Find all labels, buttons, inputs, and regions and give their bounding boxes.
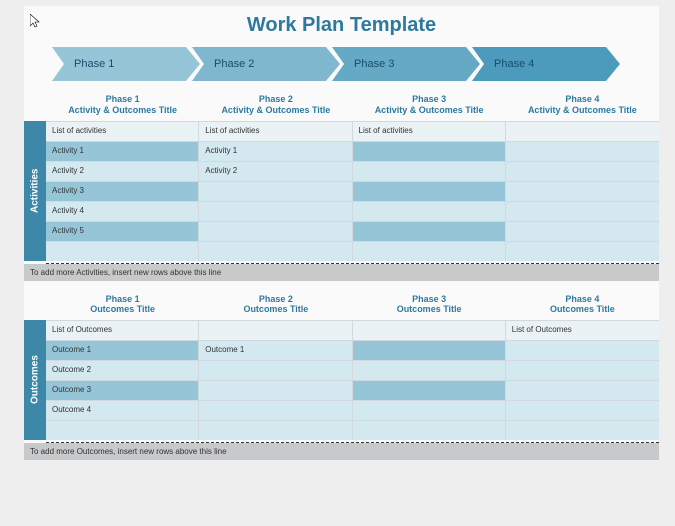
table-cell — [199, 221, 352, 241]
col-header: Phase 2Activity & Outcomes Title — [199, 91, 352, 121]
chevron-phase-1: Phase 1 — [52, 47, 200, 81]
outcomes-vtab: Outcomes — [24, 320, 46, 440]
table-cell: List of activities — [46, 121, 199, 141]
table-cell — [46, 241, 199, 261]
chevron-label: Phase 1 — [74, 58, 114, 70]
table-cell — [199, 201, 352, 221]
table-cell — [353, 141, 506, 161]
outcomes-footer: To add more Outcomes, insert new rows ab… — [24, 443, 659, 460]
table-cell — [199, 241, 352, 261]
table-cell — [506, 181, 659, 201]
table-cell — [506, 141, 659, 161]
table-cell: Outcome 3 — [46, 380, 199, 400]
phase-chevrons: Phase 1 Phase 2 Phase 3 Phase 4 — [52, 47, 659, 81]
table-cell — [353, 181, 506, 201]
table-cell — [353, 340, 506, 360]
table-cell — [506, 340, 659, 360]
col-header: Phase 4Outcomes Title — [506, 291, 659, 321]
table-cell — [353, 320, 506, 340]
table-cell — [199, 181, 352, 201]
table-cell: List of activities — [199, 121, 352, 141]
table-cell — [199, 360, 352, 380]
table-cell — [506, 420, 659, 440]
table-cell — [199, 420, 352, 440]
table-cell: List of Outcomes — [506, 320, 659, 340]
chevron-phase-4: Phase 4 — [472, 47, 620, 81]
chevron-phase-2: Phase 2 — [192, 47, 340, 81]
chevron-label: Phase 4 — [494, 58, 534, 70]
table-cell — [199, 380, 352, 400]
table-cell — [353, 201, 506, 221]
table-cell — [506, 161, 659, 181]
table-cell — [353, 221, 506, 241]
table-cell — [353, 241, 506, 261]
table-cell — [353, 400, 506, 420]
col-header: Phase 3Activity & Outcomes Title — [353, 91, 506, 121]
col-header: Phase 1Activity & Outcomes Title — [46, 91, 199, 121]
table-cell: Activity 1 — [46, 141, 199, 161]
col-header: Phase 1Outcomes Title — [46, 291, 199, 321]
table-cell — [506, 400, 659, 420]
table-cell — [353, 161, 506, 181]
activities-grid: List of activitiesList of activitiesList… — [46, 121, 659, 261]
cursor-icon — [30, 14, 42, 31]
chevron-label: Phase 3 — [354, 58, 394, 70]
table-cell: Activity 2 — [46, 161, 199, 181]
outcomes-grid: List of OutcomesList of OutcomesOutcome … — [46, 320, 659, 440]
table-cell — [506, 221, 659, 241]
activities-footer: To add more Activities, insert new rows … — [24, 264, 659, 281]
chevron-label: Phase 2 — [214, 58, 254, 70]
col-header: Phase 4Activity & Outcomes Title — [506, 91, 659, 121]
page-title: Work Plan Template — [24, 14, 659, 37]
col-header: Phase 2Outcomes Title — [199, 291, 352, 321]
table-cell — [353, 380, 506, 400]
table-cell — [506, 121, 659, 141]
table-cell: Activity 4 — [46, 201, 199, 221]
table-cell — [353, 360, 506, 380]
table-cell — [46, 420, 199, 440]
table-cell: List of activities — [353, 121, 506, 141]
table-cell — [506, 241, 659, 261]
table-cell: Activity 3 — [46, 181, 199, 201]
table-cell — [199, 320, 352, 340]
table-cell — [353, 420, 506, 440]
table-cell — [506, 201, 659, 221]
activities-vtab: Activities — [24, 121, 46, 261]
table-cell: Activity 2 — [199, 161, 352, 181]
outcomes-section: Outcomes List of Outcomes List of Outcome… — [24, 320, 659, 440]
table-cell — [506, 360, 659, 380]
chevron-phase-3: Phase 3 — [332, 47, 480, 81]
table-cell: Outcome 2 — [46, 360, 199, 380]
table-cell — [506, 380, 659, 400]
table-cell: Activity 5 — [46, 221, 199, 241]
table-cell: Outcome 1 — [46, 340, 199, 360]
activities-headers: Phase 1Activity & Outcomes Title Phase 2… — [46, 91, 659, 121]
table-cell — [199, 400, 352, 420]
table-cell: Outcome 1 — [199, 340, 352, 360]
col-header: Phase 3Outcomes Title — [353, 291, 506, 321]
activities-section: Activities List of activitiesList of act… — [24, 121, 659, 261]
table-cell: Activity 1 — [199, 141, 352, 161]
workplan-container: Work Plan Template Phase 1 Phase 2 Phase… — [24, 6, 659, 460]
outcomes-headers: Phase 1Outcomes Title Phase 2Outcomes Ti… — [46, 291, 659, 321]
table-cell: List of Outcomes — [46, 320, 199, 340]
table-cell: Outcome 4 — [46, 400, 199, 420]
